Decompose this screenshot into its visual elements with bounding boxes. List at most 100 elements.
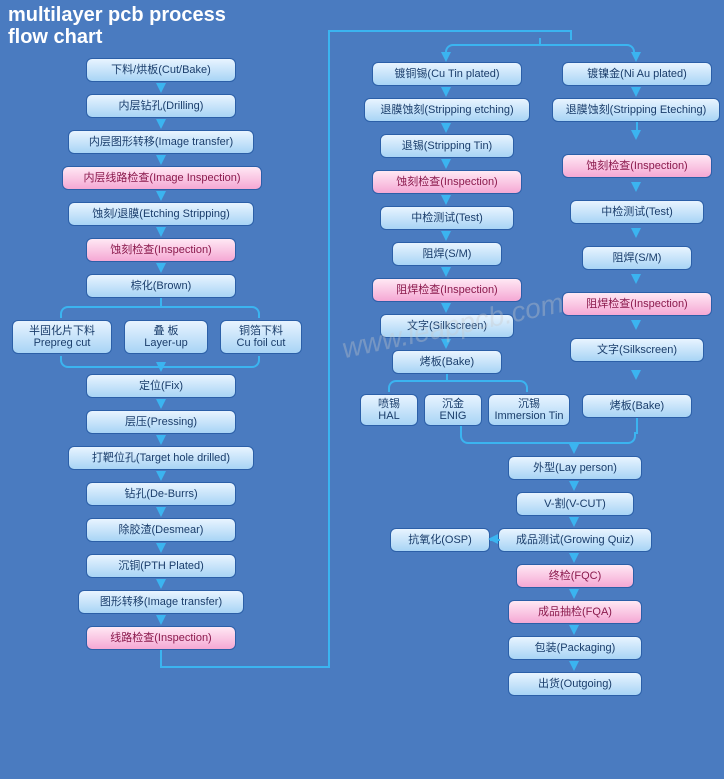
flowchart-node: 中检测试(Test) — [570, 200, 704, 224]
flowchart-node: 沉金 ENIG — [424, 394, 482, 426]
arrow-icon — [156, 362, 166, 372]
flowchart-node: 蚀刻检查(Inspection) — [562, 154, 712, 178]
flowchart-node: 半固化片下料 Prepreg cut — [12, 320, 112, 354]
flowchart-node: 打靶位孔(Target hole drilled) — [68, 446, 254, 470]
connector-line — [636, 418, 638, 434]
arrow-icon — [569, 444, 579, 454]
flowchart-node: 叠 板 Layer-up — [124, 320, 208, 354]
connector-line — [636, 122, 638, 132]
arrow-icon — [569, 661, 579, 671]
arrow-icon — [156, 155, 166, 165]
arrow-icon — [156, 83, 166, 93]
flowchart-node: 烤板(Bake) — [392, 350, 502, 374]
arrow-icon — [156, 119, 166, 129]
arrow-icon — [441, 52, 451, 62]
arrow-icon — [488, 534, 498, 544]
arrow-icon — [441, 87, 451, 97]
connector-line — [446, 374, 448, 380]
flowchart-node: 外型(Lay person) — [508, 456, 642, 480]
arrow-icon — [156, 227, 166, 237]
arrow-icon — [631, 228, 641, 238]
flowchart-node: 抗氧化(OSP) — [390, 528, 490, 552]
flowchart-node: 烤板(Bake) — [582, 394, 692, 418]
flowchart-node: 图形转移(Image transfer) — [78, 590, 244, 614]
flowchart-node: 蚀刻检查(Inspection) — [86, 238, 236, 262]
arrow-icon — [441, 339, 451, 349]
arrow-icon — [569, 553, 579, 563]
connector-line — [328, 30, 572, 32]
flowchart-node: 阻焊(S/M) — [392, 242, 502, 266]
flowchart-node: 下料/烘板(Cut/Bake) — [86, 58, 236, 82]
arrow-icon — [156, 543, 166, 553]
branch-connector — [460, 432, 636, 444]
arrow-icon — [156, 191, 166, 201]
arrow-icon — [156, 263, 166, 273]
arrow-icon — [441, 303, 451, 313]
flowchart-node: 成品测试(Growing Quiz) — [498, 528, 652, 552]
flowchart-node: 阻焊检查(Inspection) — [372, 278, 522, 302]
chart-title: multilayer pcb processflow chart — [8, 4, 226, 48]
connector-line — [328, 30, 330, 668]
connector-line — [160, 298, 162, 306]
arrow-icon — [631, 52, 641, 62]
flowchart-node: 棕化(Brown) — [86, 274, 236, 298]
arrow-icon — [569, 625, 579, 635]
flowchart-node: 层压(Pressing) — [86, 410, 236, 434]
flowchart-node: 阻焊(S/M) — [582, 246, 692, 270]
flowchart-node: 阻焊检查(Inspection) — [562, 292, 712, 316]
arrow-icon — [631, 274, 641, 284]
connector-line — [160, 650, 162, 666]
branch-connector — [388, 380, 528, 392]
flowchart-node: 退膜蚀刻(Stripping Eteching) — [552, 98, 720, 122]
flowchart-node: 文字(Silkscreen) — [380, 314, 514, 338]
branch-connector — [445, 44, 635, 56]
arrow-icon — [156, 507, 166, 517]
flowchart-node: 蚀刻/退膜(Etching Stripping) — [68, 202, 254, 226]
flowchart-node: 定位(Fix) — [86, 374, 236, 398]
connector-line — [570, 30, 572, 40]
flowchart-node: 内层线路检查(Image Inspection) — [62, 166, 262, 190]
arrow-icon — [441, 267, 451, 277]
arrow-icon — [441, 123, 451, 133]
flowchart-node: 退膜蚀刻(Stripping etching) — [364, 98, 530, 122]
arrow-icon — [569, 589, 579, 599]
flowchart-node: 除胶渣(Desmear) — [86, 518, 236, 542]
flowchart-node: 内层图形转移(Image transfer) — [68, 130, 254, 154]
flowchart-node: 出货(Outgoing) — [508, 672, 642, 696]
arrow-icon — [631, 182, 641, 192]
arrow-icon — [631, 370, 641, 380]
flowchart-node: 镀铜锡(Cu Tin plated) — [372, 62, 522, 86]
arrow-icon — [156, 471, 166, 481]
flowchart-node: 线路检查(Inspection) — [86, 626, 236, 650]
flowchart-node: 喷锡 HAL — [360, 394, 418, 426]
connector-line — [539, 38, 541, 44]
arrow-icon — [569, 481, 579, 491]
flowchart-node: 沉铜(PTH Plated) — [86, 554, 236, 578]
branch-connector — [60, 306, 260, 318]
arrow-icon — [441, 195, 451, 205]
arrow-icon — [156, 615, 166, 625]
arrow-icon — [441, 159, 451, 169]
arrow-icon — [156, 399, 166, 409]
flowchart-node: 蚀刻检查(Inspection) — [372, 170, 522, 194]
connector-line — [460, 426, 462, 434]
flowchart-node: 终检(FQC) — [516, 564, 634, 588]
flowchart-node: 内层钻孔(Drilling) — [86, 94, 236, 118]
arrow-icon — [441, 231, 451, 241]
flowchart-node: 成品抽检(FQA) — [508, 600, 642, 624]
arrow-icon — [631, 320, 641, 330]
flowchart-node: 文字(Silkscreen) — [570, 338, 704, 362]
arrow-icon — [569, 517, 579, 527]
flowchart-node: 钻孔(De-Burrs) — [86, 482, 236, 506]
flowchart-node: 包装(Packaging) — [508, 636, 642, 660]
flowchart-node: 镀镍金(Ni Au plated) — [562, 62, 712, 86]
flowchart-node: 中检测试(Test) — [380, 206, 514, 230]
flowchart-node: 沉锡 Immersion Tin — [488, 394, 570, 426]
connector-line — [160, 666, 330, 668]
flowchart-node: V-割(V-CUT) — [516, 492, 634, 516]
flowchart-node: 退锡(Stripping Tin) — [380, 134, 514, 158]
flowchart-node: 铜箔下料 Cu foil cut — [220, 320, 302, 354]
arrow-icon — [631, 87, 641, 97]
arrow-icon — [156, 579, 166, 589]
arrow-icon — [156, 435, 166, 445]
